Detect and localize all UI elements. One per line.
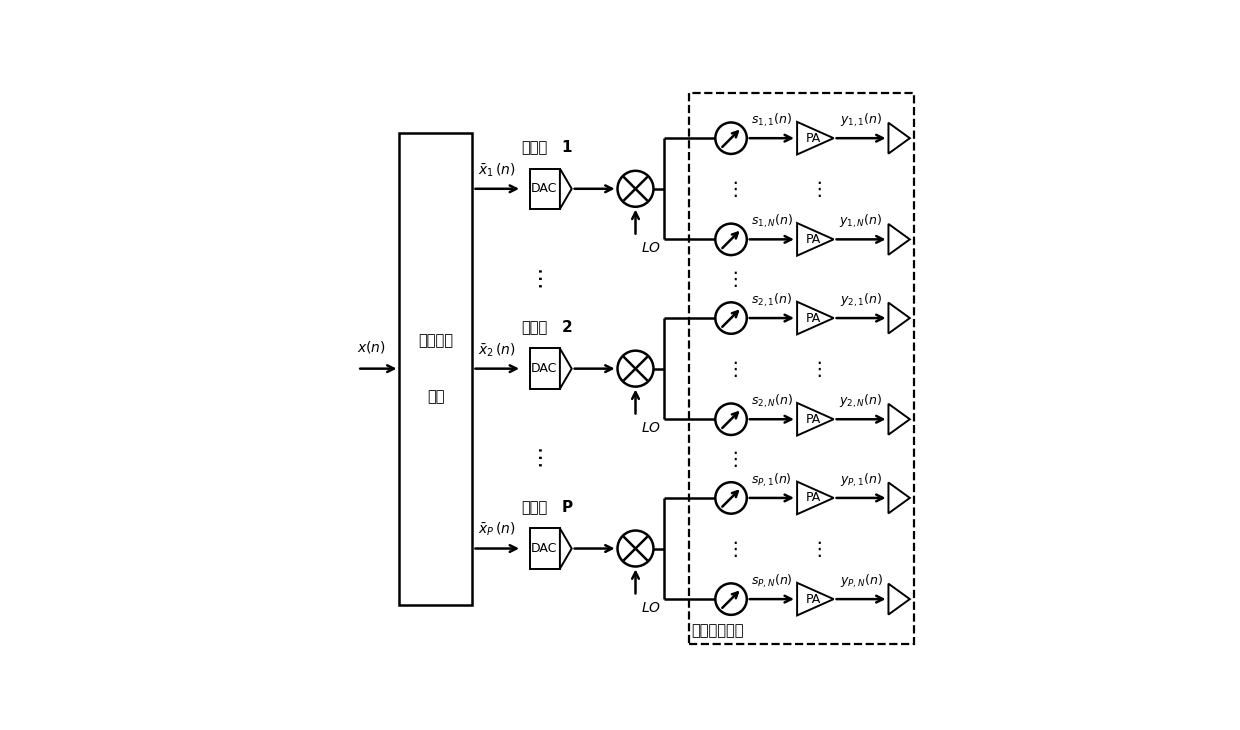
Polygon shape xyxy=(560,348,572,389)
Bar xyxy=(529,348,560,389)
Text: 模拟波束成形: 模拟波束成形 xyxy=(692,623,744,639)
Text: $\vdots$: $\vdots$ xyxy=(724,449,738,469)
Text: 编码: 编码 xyxy=(428,389,445,404)
Text: $y_{2,N}(n)$: $y_{2,N}(n)$ xyxy=(839,393,883,410)
Text: $\vdots$: $\vdots$ xyxy=(724,179,738,199)
Polygon shape xyxy=(797,122,833,155)
Circle shape xyxy=(715,302,746,334)
Text: $LO$: $LO$ xyxy=(641,241,661,255)
Polygon shape xyxy=(560,169,572,209)
Text: $\cdots$: $\cdots$ xyxy=(529,268,551,290)
Text: $\cdots$: $\cdots$ xyxy=(529,447,551,469)
Polygon shape xyxy=(888,404,910,434)
Text: $\mathbf{2}$: $\mathbf{2}$ xyxy=(562,319,573,335)
Text: $\vdots$: $\vdots$ xyxy=(724,539,738,558)
Polygon shape xyxy=(797,482,833,514)
Polygon shape xyxy=(797,223,833,256)
Circle shape xyxy=(715,583,746,615)
Text: $s_{1,1}(n)$: $s_{1,1}(n)$ xyxy=(751,112,792,129)
Text: DAC: DAC xyxy=(531,182,557,196)
Circle shape xyxy=(618,531,653,566)
Text: $y_{1,1}(n)$: $y_{1,1}(n)$ xyxy=(839,112,882,129)
Text: PA: PA xyxy=(806,491,821,504)
Text: $y_{P,N}(n)$: $y_{P,N}(n)$ xyxy=(839,573,883,590)
Text: PA: PA xyxy=(806,312,821,325)
Text: $y_{2,1}(n)$: $y_{2,1}(n)$ xyxy=(839,292,882,309)
Text: $\mathbf{P}$: $\mathbf{P}$ xyxy=(560,499,573,515)
Text: $s_{P,1}(n)$: $s_{P,1}(n)$ xyxy=(751,472,792,489)
Polygon shape xyxy=(888,123,910,153)
Bar xyxy=(529,169,560,209)
Text: $\vdots$: $\vdots$ xyxy=(808,539,822,558)
Text: 数字基带: 数字基带 xyxy=(418,333,454,348)
Text: $\bar{x}_1\,(n)$: $\bar{x}_1\,(n)$ xyxy=(479,161,516,179)
Text: $s_{2,1}(n)$: $s_{2,1}(n)$ xyxy=(751,292,792,309)
Text: $y_{1,N}(n)$: $y_{1,N}(n)$ xyxy=(839,213,883,231)
Bar xyxy=(689,93,914,644)
Text: $\vdots$: $\vdots$ xyxy=(808,358,822,379)
Text: $s_{P,N}(n)$: $s_{P,N}(n)$ xyxy=(751,573,792,590)
Circle shape xyxy=(715,483,746,514)
Text: $s_{2,N}(n)$: $s_{2,N}(n)$ xyxy=(750,393,792,410)
Text: $\vdots$: $\vdots$ xyxy=(724,269,738,288)
Circle shape xyxy=(715,404,746,435)
Text: $LO$: $LO$ xyxy=(641,421,661,435)
Text: $x(n)$: $x(n)$ xyxy=(357,339,386,355)
Polygon shape xyxy=(797,403,833,436)
Polygon shape xyxy=(797,583,833,615)
Text: $\vdots$: $\vdots$ xyxy=(724,358,738,379)
Bar xyxy=(529,529,560,569)
Circle shape xyxy=(715,123,746,154)
Text: 数据流: 数据流 xyxy=(521,320,547,335)
Text: DAC: DAC xyxy=(531,362,557,375)
Text: $\bar{x}_P\,(n)$: $\bar{x}_P\,(n)$ xyxy=(479,521,516,539)
Polygon shape xyxy=(560,529,572,569)
Text: 数据流: 数据流 xyxy=(521,140,547,155)
Polygon shape xyxy=(888,483,910,513)
Text: DAC: DAC xyxy=(531,542,557,555)
Text: $s_{1,N}(n)$: $s_{1,N}(n)$ xyxy=(750,213,792,231)
Polygon shape xyxy=(797,301,833,334)
Polygon shape xyxy=(888,224,910,255)
Text: PA: PA xyxy=(806,412,821,426)
Text: PA: PA xyxy=(806,131,821,145)
Bar xyxy=(399,133,472,604)
Text: $LO$: $LO$ xyxy=(641,601,661,615)
Circle shape xyxy=(618,350,653,387)
Text: $y_{P,1}(n)$: $y_{P,1}(n)$ xyxy=(839,472,882,489)
Text: 数据流: 数据流 xyxy=(521,500,547,515)
Polygon shape xyxy=(888,303,910,334)
Circle shape xyxy=(715,223,746,255)
Polygon shape xyxy=(888,584,910,615)
Text: $\mathbf{1}$: $\mathbf{1}$ xyxy=(562,139,573,155)
Text: $\vdots$: $\vdots$ xyxy=(808,179,822,199)
Text: PA: PA xyxy=(806,593,821,606)
Text: PA: PA xyxy=(806,233,821,246)
Text: $\bar{x}_2\,(n)$: $\bar{x}_2\,(n)$ xyxy=(479,341,516,358)
Circle shape xyxy=(618,171,653,207)
